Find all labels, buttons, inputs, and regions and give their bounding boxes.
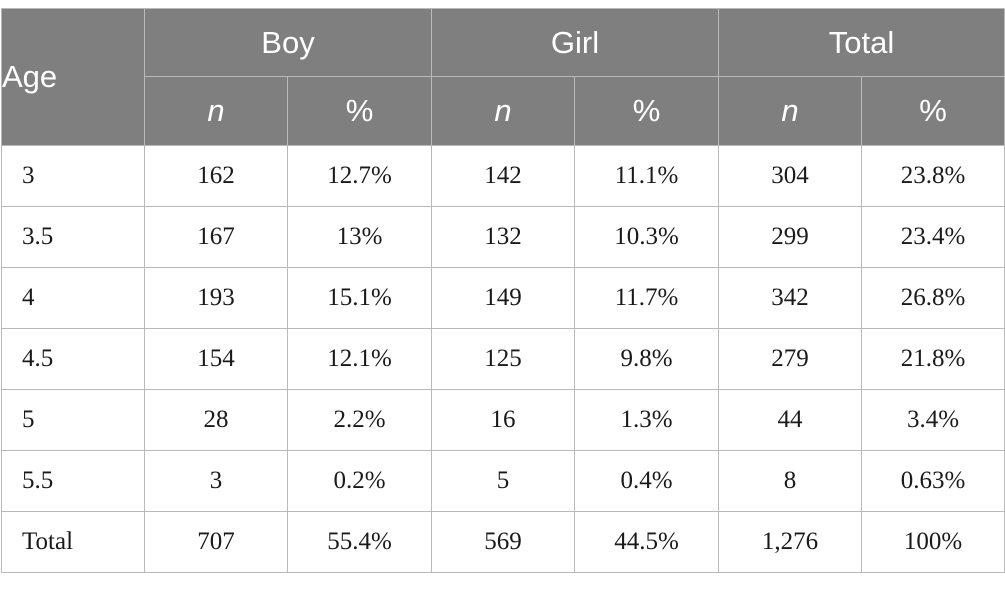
total-pct-cell: 21.8% (861, 328, 1005, 390)
girl-n-cell: 5 (431, 450, 576, 512)
total-pct-cell: 100% (861, 511, 1005, 573)
boy-pct-cell: 12.1% (286, 328, 433, 390)
table-header: Age Boy Girl Total n % n % n % (1, 8, 1005, 146)
total-n-cell: 304 (718, 145, 863, 207)
boy-n-cell: 707 (144, 511, 288, 573)
girl-pct-header: % (574, 76, 720, 146)
total-pct-cell: 26.8% (861, 267, 1005, 329)
total-n-cell: 44 (718, 389, 863, 451)
header-row-subheaders: n % n % n % (2, 76, 1005, 146)
age-cell: 3.5 (1, 206, 145, 268)
boy-pct-cell: 12.7% (286, 145, 433, 207)
girl-pct-cell: 11.1% (574, 145, 720, 207)
header-row-groups: Age Boy Girl Total (1, 8, 1005, 146)
total-n-cell: 342 (718, 267, 863, 329)
girl-n-cell: 569 (431, 511, 576, 573)
total-n-header: n (718, 76, 863, 146)
girl-group-header: Girl (431, 8, 720, 77)
girl-n-cell: 149 (431, 267, 576, 329)
boy-n-cell: 162 (144, 145, 288, 207)
boy-pct-header: % (286, 76, 433, 146)
girl-n-cell: 125 (431, 328, 576, 390)
table-row: 4 193 15.1% 149 11.7% 342 26.8% (1, 267, 1005, 329)
total-group-header: Total (718, 8, 1005, 77)
total-n-cell: 279 (718, 328, 863, 390)
table-row: 5.5 3 0.2% 5 0.4% 8 0.63% (1, 450, 1005, 512)
girl-pct-cell: 11.7% (574, 267, 720, 329)
total-n-cell: 1,276 (718, 511, 863, 573)
boy-pct-cell: 0.2% (286, 450, 433, 512)
total-pct-header: % (861, 76, 1005, 146)
age-cell: Total (1, 511, 145, 573)
girl-pct-cell: 9.8% (574, 328, 720, 390)
boy-pct-cell: 55.4% (286, 511, 433, 573)
boy-n-cell: 3 (144, 450, 288, 512)
girl-pct-cell: 1.3% (574, 389, 720, 451)
table-row: 5 28 2.2% 16 1.3% 44 3.4% (1, 389, 1005, 451)
age-cell: 3 (1, 145, 145, 207)
girl-pct-cell: 0.4% (574, 450, 720, 512)
total-pct-cell: 23.4% (861, 206, 1005, 268)
total-n-cell: 8 (718, 450, 863, 512)
age-cell: 4.5 (1, 328, 145, 390)
boy-n-header: n (144, 76, 288, 146)
girl-pct-cell: 44.5% (574, 511, 720, 573)
table-row: 4.5 154 12.1% 125 9.8% 279 21.8% (1, 328, 1005, 390)
total-n-cell: 299 (718, 206, 863, 268)
boy-group-header: Boy (143, 8, 433, 77)
data-table: Age Boy Girl Total n % n % n % 3 162 12.… (1, 8, 1005, 573)
boy-pct-cell: 13% (286, 206, 433, 268)
boy-pct-cell: 15.1% (286, 267, 433, 329)
boy-n-cell: 193 (144, 267, 288, 329)
table-row: 3 162 12.7% 142 11.1% 304 23.8% (1, 145, 1005, 207)
boy-pct-cell: 2.2% (286, 389, 433, 451)
girl-n-header: n (431, 76, 576, 146)
table-body: 3 162 12.7% 142 11.1% 304 23.8% 3.5 167 … (1, 145, 1005, 573)
total-pct-cell: 23.8% (861, 145, 1005, 207)
age-cell: 4 (1, 267, 145, 329)
boy-n-cell: 167 (144, 206, 288, 268)
table-row-total: Total 707 55.4% 569 44.5% 1,276 100% (1, 511, 1005, 573)
age-header: Age (1, 8, 145, 146)
girl-n-cell: 142 (431, 145, 576, 207)
girl-n-cell: 16 (431, 389, 576, 451)
boy-n-cell: 154 (144, 328, 288, 390)
total-pct-cell: 0.63% (861, 450, 1005, 512)
girl-pct-cell: 10.3% (574, 206, 720, 268)
boy-n-cell: 28 (144, 389, 288, 451)
age-cell: 5 (1, 389, 145, 451)
total-pct-cell: 3.4% (861, 389, 1005, 451)
age-cell: 5.5 (1, 450, 145, 512)
table-row: 3.5 167 13% 132 10.3% 299 23.4% (1, 206, 1005, 268)
girl-n-cell: 132 (431, 206, 576, 268)
